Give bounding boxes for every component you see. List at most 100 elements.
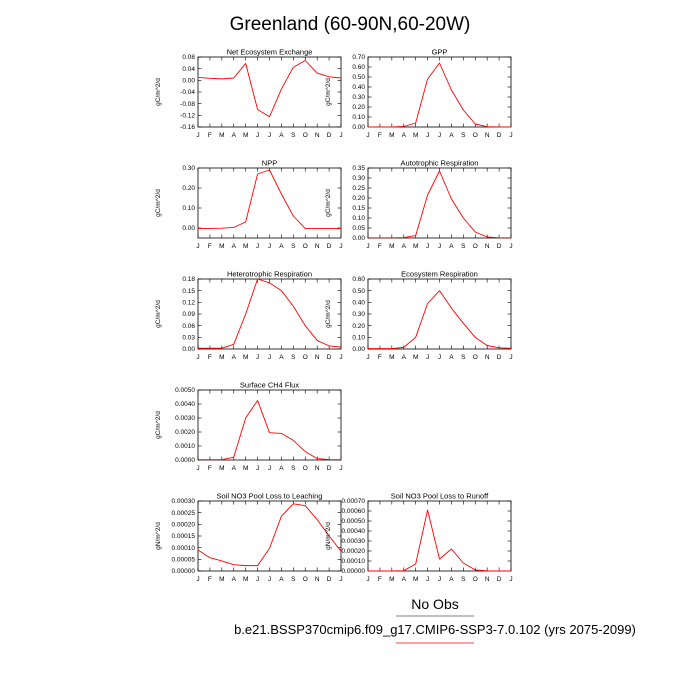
x-tick-label: J	[196, 465, 199, 472]
y-axis-label: gC/m^2/d	[155, 411, 162, 439]
y-tick-label: 0.00070	[342, 498, 366, 505]
x-tick-label: D	[497, 354, 502, 361]
x-tick-label: N	[315, 576, 320, 583]
y-tick-label: 0.00	[352, 124, 365, 131]
y-tick-label: 0.25	[352, 185, 365, 192]
panel-title: Net Ecosystem Exchange	[227, 48, 313, 57]
x-tick-label: A	[449, 354, 454, 361]
y-tick-label: 0.10	[182, 205, 195, 212]
x-tick-label: J	[268, 576, 271, 583]
x-tick-label: F	[208, 465, 212, 472]
panel-1: Net Ecosystem Exchange gC/m^2/d -0.16 -0.12…	[155, 48, 343, 140]
x-tick-label: A	[279, 576, 284, 583]
x-tick-label: N	[485, 132, 490, 139]
panel-title: Soil NO3 Pool Loss to Runoff	[391, 492, 489, 501]
y-tick-label: 0.20	[182, 185, 195, 192]
x-tick-label: A	[402, 132, 407, 139]
panel-title: Surface CH4 Flux	[240, 381, 299, 390]
x-tick-label: O	[473, 354, 478, 361]
footer-legend: No Obs b.e21.BSSP370cmip6.f09_g17.CMIP6-…	[234, 596, 636, 644]
x-tick-label: S	[291, 132, 296, 139]
x-tick-label: A	[232, 243, 237, 250]
y-tick-label: 0.00000	[172, 568, 196, 575]
x-tick-label: J	[196, 243, 199, 250]
y-tick-label: -0.12	[180, 113, 195, 120]
y-tick-label: 0.30	[352, 311, 365, 318]
series-line	[198, 278, 342, 349]
x-tick-label: N	[315, 243, 320, 250]
y-tick-label: 0.00005	[172, 557, 196, 564]
series-line	[197, 503, 342, 567]
y-tick-label: 0.00030	[342, 538, 366, 545]
y-tick-label: 0.00030	[172, 498, 196, 505]
x-tick-label: M	[243, 132, 248, 139]
x-tick-label: J	[256, 576, 259, 583]
x-tick-label: A	[449, 576, 454, 583]
y-tick-label: 0.0030	[175, 415, 195, 422]
x-tick-label: S	[291, 243, 296, 250]
y-tick-label: 0.00020	[342, 548, 366, 555]
x-tick-label: O	[303, 576, 308, 583]
series-line	[198, 169, 341, 230]
x-tick-label: M	[413, 132, 418, 139]
x-tick-label: J	[426, 243, 429, 250]
x-tick-label: F	[208, 576, 212, 583]
x-tick-label: J	[509, 243, 512, 250]
series-line	[368, 290, 512, 349]
x-tick-label: J	[438, 576, 441, 583]
y-tick-label: 0.35	[352, 165, 365, 172]
x-tick-label: F	[208, 132, 212, 139]
y-tick-label: -0.08	[180, 101, 195, 108]
panel-title: Heterotrophic Respiration	[227, 270, 312, 279]
x-tick-label: A	[232, 576, 237, 583]
panel-2: GPP gC/m^2/d 0.00 0.10 0.20 0.30 0.40 0.50 0.60 0…	[325, 48, 513, 140]
x-tick-label: J	[256, 243, 259, 250]
x-tick-label: F	[378, 576, 382, 583]
x-tick-label: F	[378, 132, 382, 139]
x-tick-label: M	[219, 132, 224, 139]
x-tick-label: D	[327, 354, 332, 361]
x-tick-label: O	[303, 243, 308, 250]
x-tick-label: J	[366, 243, 369, 250]
x-tick-label: M	[389, 243, 394, 250]
y-axis-label: gC/m^2/d	[325, 78, 332, 106]
x-tick-label: M	[243, 243, 248, 250]
y-axis-label: gN/m^2/d	[155, 522, 162, 550]
panel-6: Ecosystem Respiration gC/m^2/d 0.00 0.10 0.2…	[325, 270, 513, 362]
x-tick-label: D	[497, 243, 502, 250]
figure-title: Greenland (60-90N,60-20W)	[230, 14, 471, 35]
series-line	[197, 60, 342, 118]
x-tick-label: J	[196, 576, 199, 583]
x-tick-label: A	[232, 465, 237, 472]
x-tick-label: A	[402, 354, 407, 361]
x-tick-label: D	[497, 132, 502, 139]
footer-case-label: b.e21.BSSP370cmip6.f09_g17.CMIP6-SSP3-7.…	[234, 622, 636, 637]
x-tick-label: N	[315, 132, 320, 139]
y-tick-label: 0.70	[352, 54, 365, 61]
x-tick-label: N	[485, 243, 490, 250]
y-tick-label: 0.0000	[175, 457, 195, 464]
x-tick-label: M	[219, 243, 224, 250]
x-tick-label: A	[279, 354, 284, 361]
y-tick-label: 0.0040	[175, 401, 195, 408]
panel-title: NPP	[262, 159, 277, 168]
x-tick-label: D	[497, 576, 502, 583]
x-tick-label: M	[413, 354, 418, 361]
x-tick-label: D	[327, 576, 332, 583]
panel-8: Soil NO3 Pool Loss to Leaching gN/m^2/d 0.…	[155, 492, 343, 584]
x-tick-label: J	[268, 465, 271, 472]
y-tick-label: -0.04	[180, 89, 195, 96]
y-tick-label: 0.00000	[342, 568, 366, 575]
x-tick-label: F	[208, 354, 212, 361]
x-tick-label: N	[485, 354, 490, 361]
x-tick-label: J	[196, 354, 199, 361]
x-tick-label: J	[339, 243, 342, 250]
y-tick-label: 0.00015	[172, 533, 196, 540]
x-tick-label: S	[291, 465, 296, 472]
x-tick-label: J	[509, 576, 512, 583]
x-tick-label: O	[473, 243, 478, 250]
y-tick-label: 0.00010	[172, 545, 196, 552]
x-tick-label: N	[315, 465, 320, 472]
y-tick-label: 0.10	[352, 215, 365, 222]
x-tick-label: M	[243, 576, 248, 583]
